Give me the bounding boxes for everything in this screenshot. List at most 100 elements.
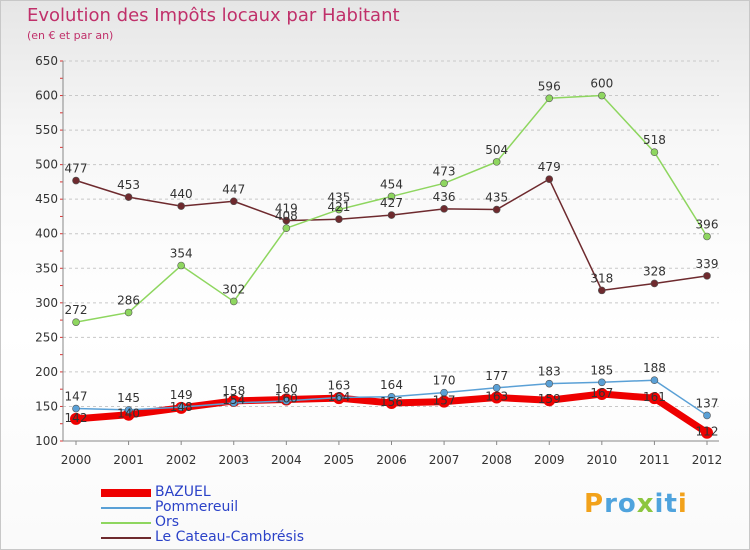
data-label: 161 [643, 390, 666, 404]
data-point [492, 383, 501, 392]
logo-letter: r [604, 489, 618, 519]
data-point [648, 392, 661, 405]
y-tick-label: 200 [35, 365, 58, 379]
y-tick-label: 400 [35, 227, 58, 241]
data-point [545, 175, 554, 183]
data-label: 447 [222, 182, 245, 196]
data-label: 479 [538, 160, 561, 174]
legend-item: Pommereuil [101, 500, 304, 515]
y-tick-label: 500 [35, 158, 58, 172]
data-point [124, 308, 133, 317]
legend-label: BAZUEL [155, 484, 211, 500]
data-point [229, 297, 238, 306]
legend-swatch [101, 506, 151, 509]
data-point [282, 224, 291, 232]
data-label: 354 [170, 247, 193, 261]
data-point [440, 388, 448, 397]
data-label: 164 [327, 390, 350, 404]
legend-label: Ors [155, 514, 180, 530]
data-label: 142 [65, 411, 88, 425]
data-point [387, 392, 396, 401]
data-label: 112 [696, 425, 719, 439]
data-point [492, 205, 501, 214]
data-point [124, 193, 133, 201]
data-label: 396 [696, 217, 719, 231]
data-label: 147 [65, 390, 88, 404]
data-point [440, 179, 448, 188]
logo-letter: o [617, 489, 637, 519]
data-label: 164 [380, 378, 403, 392]
data-label: 419 [275, 202, 298, 216]
data-point [545, 94, 554, 103]
legend-swatch [101, 521, 151, 524]
data-label: 160 [275, 382, 298, 396]
y-tick-label: 300 [35, 296, 58, 310]
data-point [282, 216, 291, 225]
data-point [440, 205, 448, 213]
data-point [124, 406, 133, 414]
data-label: 177 [485, 369, 508, 383]
data-label: 328 [643, 264, 666, 278]
data-label: 600 [590, 77, 613, 91]
data-label: 188 [643, 361, 666, 375]
data-point [177, 403, 185, 411]
x-tick-label: 2011 [639, 453, 670, 467]
data-label: 170 [433, 374, 456, 388]
data-label: 272 [65, 303, 88, 317]
data-label: 518 [643, 133, 666, 147]
x-tick-label: 2010 [587, 453, 618, 467]
data-point [490, 391, 503, 404]
data-label: 427 [380, 196, 403, 210]
logo-letter: x [636, 489, 655, 519]
logo-letter: P [584, 489, 605, 519]
data-point [650, 376, 659, 385]
data-label: 160 [275, 392, 298, 406]
data-point [72, 176, 80, 185]
data-label: 163 [327, 378, 350, 392]
data-point [650, 148, 659, 156]
data-label: 454 [380, 177, 403, 191]
x-tick-label: 2004 [271, 453, 302, 467]
y-tick-label: 350 [35, 261, 58, 275]
data-point [335, 393, 343, 402]
data-label: 157 [433, 394, 456, 408]
chart-title: Evolution des Impôts locaux par Habitant [27, 5, 400, 26]
y-tick-label: 150 [35, 399, 58, 413]
data-point [282, 397, 291, 405]
data-point [595, 388, 608, 401]
data-point [229, 399, 238, 407]
data-point [229, 197, 238, 206]
legend-swatch [101, 488, 151, 497]
logo-letter: i [654, 489, 665, 519]
data-point [650, 279, 659, 288]
data-label: 473 [433, 164, 456, 178]
x-tick-label: 2001 [113, 453, 144, 467]
data-label: 421 [327, 200, 350, 214]
data-point [545, 379, 554, 388]
data-label: 318 [590, 271, 613, 285]
data-label: 167 [590, 386, 613, 400]
data-label: 156 [380, 395, 403, 409]
data-label: 596 [538, 79, 561, 93]
data-label: 137 [696, 396, 719, 410]
legend-item: BAZUEL [101, 485, 304, 500]
data-label: 183 [538, 365, 561, 379]
data-point [438, 395, 451, 408]
data-point [387, 192, 396, 201]
legend-label: Le Cateau-Cambrésis [155, 529, 304, 545]
data-point [335, 215, 343, 224]
data-point [70, 412, 82, 425]
data-label: 435 [327, 191, 350, 205]
data-point [598, 378, 606, 387]
data-label: 159 [538, 392, 561, 406]
data-label: 158 [222, 384, 245, 398]
data-label: 149 [170, 388, 193, 402]
data-point [701, 426, 713, 439]
data-point [72, 404, 80, 413]
data-label: 185 [590, 363, 613, 377]
data-label: 286 [117, 293, 140, 307]
data-label: 477 [65, 162, 88, 176]
x-tick-label: 2003 [218, 453, 249, 467]
